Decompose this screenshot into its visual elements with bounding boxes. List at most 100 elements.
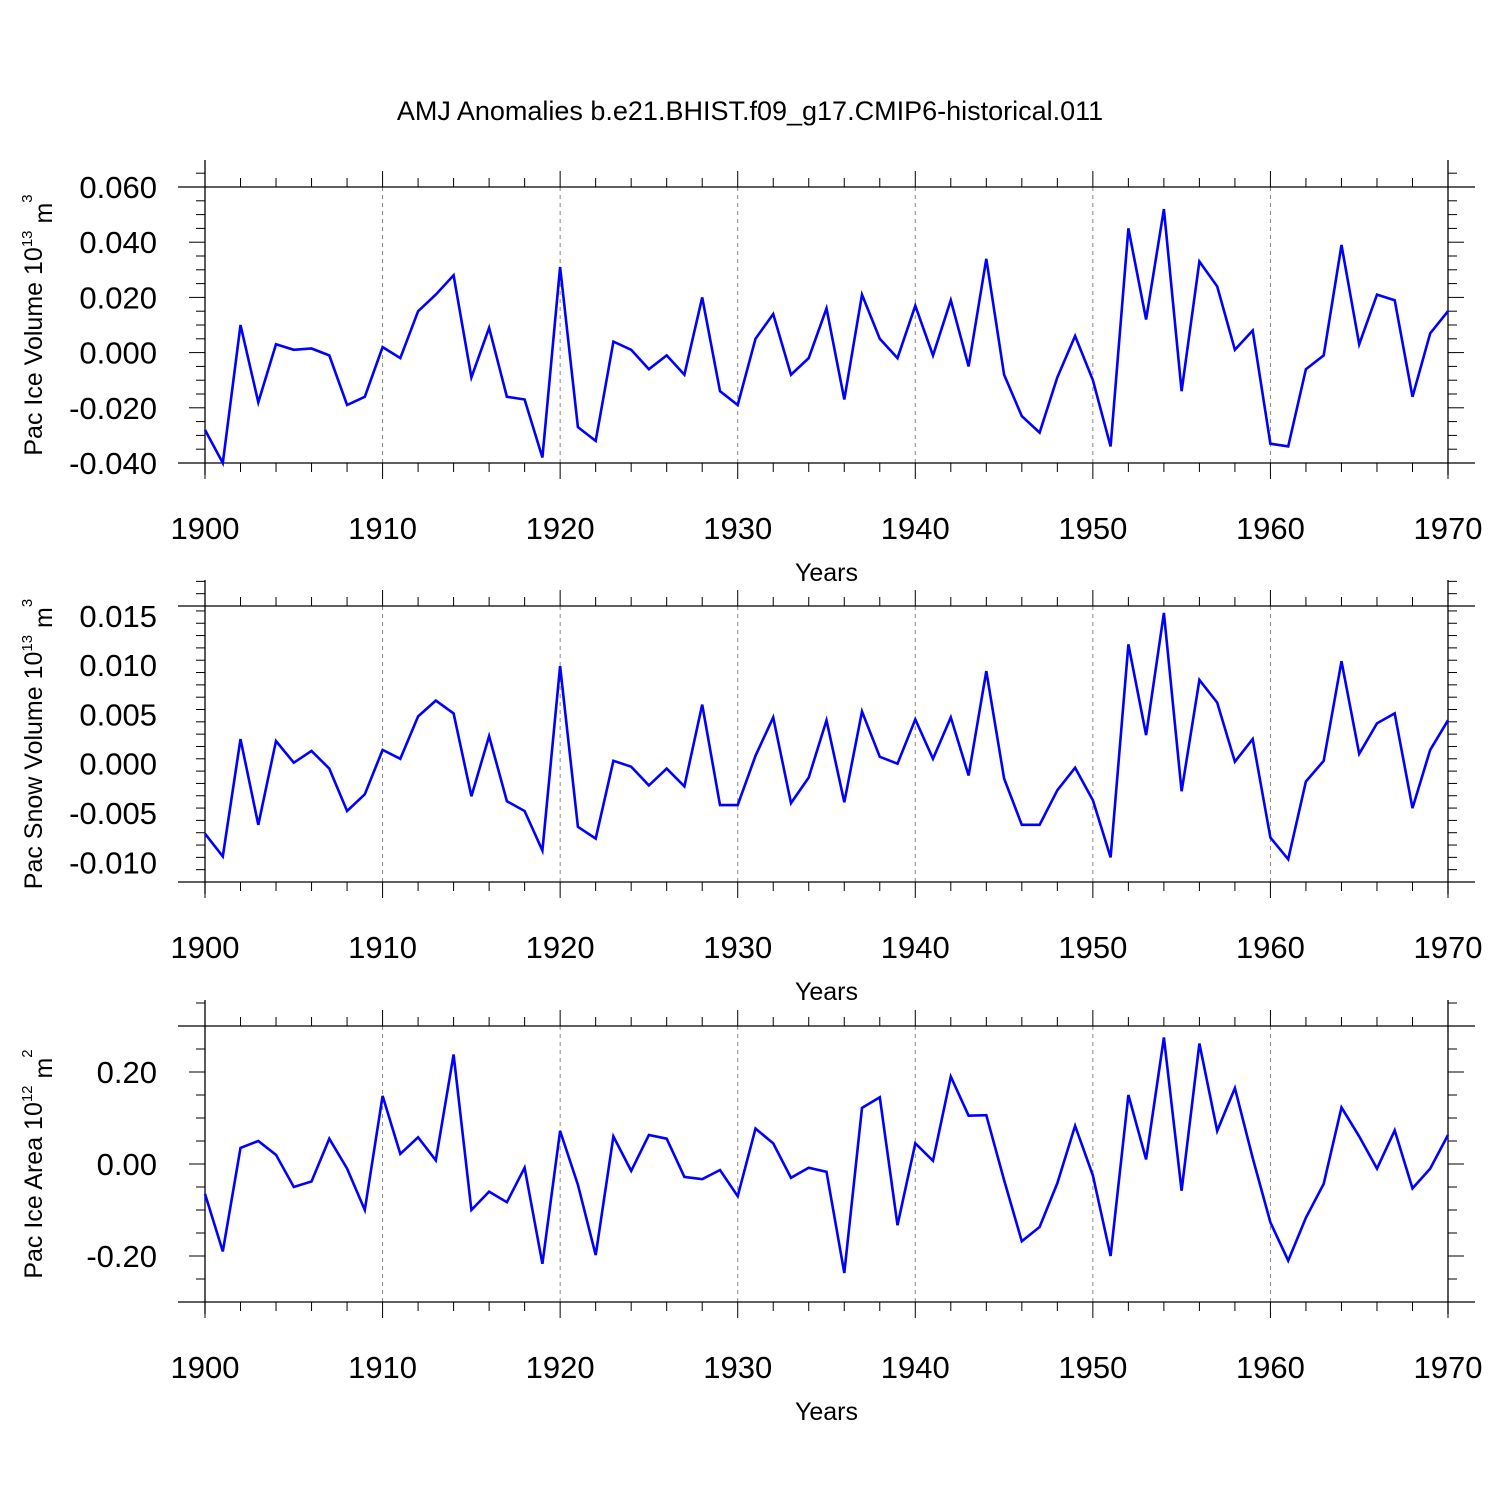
data-point-1923 <box>612 340 614 342</box>
data-point-1933 <box>790 802 792 804</box>
x-tick-label: 1970 <box>1414 1350 1483 1385</box>
x-tick-label: 1920 <box>526 511 595 546</box>
data-point-1921 <box>577 1184 579 1186</box>
data-point-1936 <box>843 801 845 803</box>
data-point-1957 <box>1216 1130 1218 1132</box>
data-point-1928 <box>701 1178 703 1180</box>
data-point-1918 <box>523 1166 525 1168</box>
data-point-1938 <box>879 756 881 758</box>
data-point-1930 <box>737 804 739 806</box>
data-point-1958 <box>1234 761 1236 763</box>
y-axis-label: Pac Ice Volume 1013 m3 <box>19 194 58 455</box>
data-point-1927 <box>683 785 685 787</box>
data-point-1932 <box>772 1142 774 1144</box>
data-point-1941 <box>932 758 934 760</box>
data-point-1910 <box>381 1095 383 1097</box>
data-point-1952 <box>1127 643 1129 645</box>
data-point-1918 <box>523 398 525 400</box>
data-point-1964 <box>1340 244 1342 246</box>
x-axis-label: Years <box>795 978 858 1006</box>
data-point-1913 <box>435 1159 437 1161</box>
data-point-1919 <box>541 1263 543 1265</box>
data-point-1960 <box>1269 442 1271 444</box>
data-point-1924 <box>630 1170 632 1172</box>
x-tick-label: 1950 <box>1058 1350 1127 1385</box>
data-point-1966 <box>1376 722 1378 724</box>
data-point-1945 <box>1003 777 1005 779</box>
data-point-1916 <box>488 1190 490 1192</box>
data-point-1903 <box>257 1140 259 1142</box>
x-tick-label: 1960 <box>1236 511 1305 546</box>
data-point-1960 <box>1269 1221 1271 1223</box>
data-point-1915 <box>470 795 472 797</box>
data-point-1958 <box>1234 349 1236 351</box>
data-point-1942 <box>950 1075 952 1077</box>
data-point-1958 <box>1234 1087 1236 1089</box>
data-point-1951 <box>1109 856 1111 858</box>
data-point-1914 <box>452 274 454 276</box>
x-tick-label: 1960 <box>1236 1350 1305 1385</box>
data-point-1911 <box>399 758 401 760</box>
data-point-1915 <box>470 376 472 378</box>
data-point-1956 <box>1198 260 1200 262</box>
series-line <box>203 612 1450 863</box>
data-point-1905 <box>293 1186 295 1188</box>
data-point-1929 <box>719 804 721 806</box>
data-point-1908 <box>346 810 348 812</box>
data-point-1930 <box>737 1195 739 1197</box>
data-point-1953 <box>1145 318 1147 320</box>
data-point-1967 <box>1394 712 1396 714</box>
data-point-1922 <box>594 1254 596 1256</box>
data-point-1913 <box>435 699 437 701</box>
data-point-1928 <box>701 296 703 298</box>
y-tick-label: 0.000 <box>79 336 157 371</box>
x-tick-label: 1940 <box>881 930 950 965</box>
x-tick-label: 1930 <box>703 511 772 546</box>
data-point-1912 <box>417 715 419 717</box>
data-point-1944 <box>985 258 987 260</box>
data-point-1955 <box>1180 790 1182 792</box>
data-point-1929 <box>719 1169 721 1171</box>
y-tick-label: 0.005 <box>79 697 157 732</box>
data-point-1923 <box>612 760 614 762</box>
data-point-1902 <box>239 1147 241 1149</box>
data-point-1948 <box>1056 789 1058 791</box>
data-point-1929 <box>719 390 721 392</box>
y-tick-label: 0.20 <box>97 1055 157 1090</box>
y-tick-label: -0.020 <box>69 391 157 426</box>
x-tick-label: 1950 <box>1058 930 1127 965</box>
data-point-1918 <box>523 810 525 812</box>
x-tick-label: 1920 <box>526 1350 595 1385</box>
data-point-1968 <box>1411 396 1413 398</box>
data-point-1900 <box>204 429 206 431</box>
data-point-1913 <box>435 293 437 295</box>
data-point-1947 <box>1038 1226 1040 1228</box>
data-point-1937 <box>861 293 863 295</box>
x-tick-label: 1900 <box>171 511 240 546</box>
data-point-1946 <box>1021 1240 1023 1242</box>
data-point-1960 <box>1269 836 1271 838</box>
data-point-1965 <box>1358 753 1360 755</box>
series-line <box>203 208 1450 468</box>
data-point-1927 <box>683 1176 685 1178</box>
data-point-1904 <box>275 1154 277 1156</box>
data-point-1922 <box>594 837 596 839</box>
x-tick-label: 1930 <box>703 930 772 965</box>
data-point-1950 <box>1092 379 1094 381</box>
y-tick-label: -0.040 <box>69 446 157 481</box>
data-point-1940 <box>914 1142 916 1144</box>
data-point-1963 <box>1323 1183 1325 1185</box>
data-point-1956 <box>1198 679 1200 681</box>
data-point-1905 <box>293 762 295 764</box>
data-point-1924 <box>630 349 632 351</box>
data-point-1912 <box>417 310 419 312</box>
data-point-1935 <box>825 307 827 309</box>
data-point-1908 <box>346 1167 348 1169</box>
data-point-1970 <box>1447 1134 1449 1136</box>
data-point-1933 <box>790 1177 792 1179</box>
data-point-1917 <box>506 800 508 802</box>
data-point-1938 <box>879 1096 881 1098</box>
data-point-1940 <box>914 718 916 720</box>
data-point-1969 <box>1429 332 1431 334</box>
